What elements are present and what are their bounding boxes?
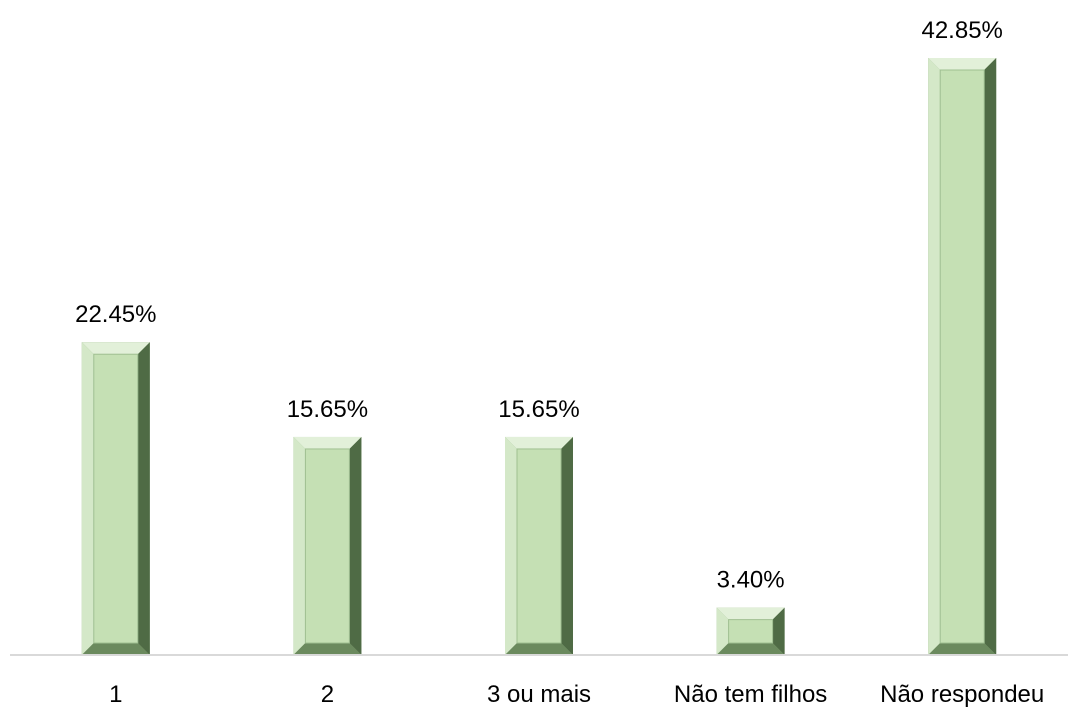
bars-layer [81,58,997,655]
bar-bevel-left [928,58,941,655]
data-label: 22.45% [75,301,156,328]
x-tick-label: Não respondeu [880,681,1044,708]
data-labels-layer: 22.45% 15.65% 15.65% 3.40% 42.85% [75,17,1003,594]
bar-bevel-right [137,342,150,655]
bar [716,607,785,655]
bar-face [93,353,139,644]
bar [293,436,362,655]
x-tick-label: 3 ou mais [487,681,591,708]
bar-bevel-left [505,436,517,655]
bar-face [728,619,774,644]
bar-bevel-bottom [505,643,573,655]
x-tick-label: Não tem filhos [674,681,827,708]
bar-bevel-left [81,342,94,655]
bar-bevel-right [984,58,997,655]
bar-bevel-right [349,436,362,655]
x-tick-label: 1 [109,681,122,708]
data-label: 15.65% [498,396,579,423]
bar-bevel-top [505,436,573,449]
bar [505,436,573,655]
bar-face [304,448,350,644]
bar-bevel-left [293,436,306,655]
bar-bevel-top [293,436,362,449]
x-tick-labels-layer: 1 2 3 ou mais Não tem filhos Não respondeu [109,681,1044,708]
bar-bevel-bottom [293,643,362,655]
data-label: 15.65% [287,396,368,423]
x-tick-label: 2 [321,681,334,708]
bar-bevel-right [772,607,785,655]
bar-bevel-right [561,436,573,655]
bar [928,58,997,655]
bar-bevel-top [928,58,997,70]
bar-bevel-bottom [716,643,785,655]
bar-face [939,69,985,644]
bar-bevel-left [716,607,729,655]
bar-bevel-bottom [928,643,997,655]
bar-face [516,448,562,644]
bar-bevel-top [81,342,150,355]
data-label: 42.85% [921,17,1002,44]
data-label: 3.40% [717,567,785,594]
bar-bevel-bottom [81,643,150,655]
bar-bevel-top [716,607,785,620]
bar [81,342,150,655]
